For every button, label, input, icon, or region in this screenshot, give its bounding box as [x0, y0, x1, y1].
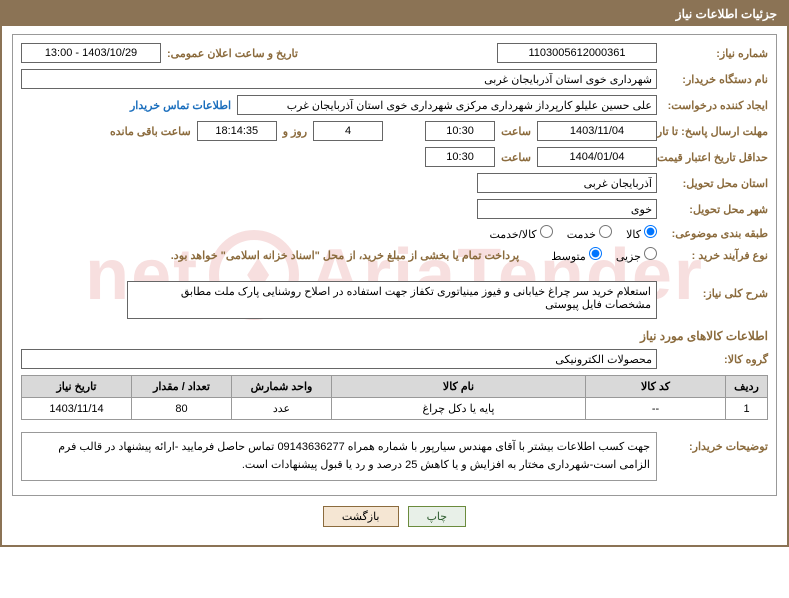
goods-table: ردیفکد کالانام کالاواحد شمارشتعداد / مقد…: [21, 375, 768, 420]
pt-partial-label: جزیی: [616, 251, 641, 263]
page-header: جزئیات اطلاعات نیاز: [2, 2, 787, 26]
table-cell: پایه یا دکل چراغ: [332, 398, 586, 420]
need-summary-field[interactable]: [127, 281, 657, 319]
deadline-label: مهلت ارسال پاسخ: تا تاریخ:: [663, 125, 768, 138]
requester-label: ایجاد کننده درخواست:: [663, 99, 768, 112]
table-header: تاریخ نیاز: [22, 376, 132, 398]
table-cell: 1: [726, 398, 768, 420]
requester-field[interactable]: [237, 95, 657, 115]
announce-field[interactable]: [21, 43, 161, 63]
buyer-org-field[interactable]: [21, 69, 657, 89]
delivery-city-field[interactable]: [477, 199, 657, 219]
validity-time-field[interactable]: [425, 147, 495, 167]
days-label: روز و: [283, 125, 307, 138]
table-header: نام کالا: [332, 376, 586, 398]
cat-service-radio[interactable]: [599, 225, 612, 238]
validity-date-field[interactable]: [537, 147, 657, 167]
goods-section-title: اطلاعات کالاهای مورد نیاز: [21, 329, 768, 343]
cat-service-label: خدمت: [567, 229, 596, 241]
cat-goods-label: کالا: [626, 229, 641, 241]
cat-goods-radio[interactable]: [644, 225, 657, 238]
main-form-fieldset: شماره نیاز: تاریخ و ساعت اعلان عمومی: نا…: [12, 34, 777, 496]
need-summary-label: شرح کلی نیاز:: [663, 281, 768, 300]
announce-label: تاریخ و ساعت اعلان عمومی:: [167, 47, 298, 60]
print-button[interactable]: چاپ: [408, 506, 467, 527]
buyer-notes-label: توضیحات خریدار:: [663, 428, 768, 453]
delivery-province-field[interactable]: [477, 173, 657, 193]
category-radio-group: کالا خدمت کالا/خدمت: [489, 225, 657, 241]
pt-partial-radio[interactable]: [644, 247, 657, 260]
validity-label: حداقل تاریخ اعتبار قیمت: تا تاریخ:: [663, 151, 768, 164]
need-number-field[interactable]: [497, 43, 657, 63]
purchase-type-label: نوع فرآیند خرید :: [663, 249, 768, 262]
table-cell: --: [586, 398, 726, 420]
buyer-notes-text: جهت کسب اطلاعات بیشتر با آقای مهندس سیار…: [28, 439, 650, 474]
table-row: 1--پایه یا دکل چراغعدد801403/11/14: [22, 398, 768, 420]
table-cell: 1403/11/14: [22, 398, 132, 420]
deadline-time-field[interactable]: [425, 121, 495, 141]
deadline-date-field[interactable]: [537, 121, 657, 141]
days-remaining-field[interactable]: [313, 121, 383, 141]
table-header: کد کالا: [586, 376, 726, 398]
buyer-notes-box: جهت کسب اطلاعات بیشتر با آقای مهندس سیار…: [21, 432, 657, 481]
buyer-org-label: نام دستگاه خریدار:: [663, 73, 768, 86]
need-number-label: شماره نیاز:: [663, 47, 768, 60]
buyer-contact-link[interactable]: اطلاعات تماس خریدار: [130, 99, 231, 112]
pt-medium-radio[interactable]: [589, 247, 602, 260]
purchase-note: پرداخت تمام یا بخشی از مبلغ خرید، از محل…: [171, 249, 519, 262]
table-cell: عدد: [232, 398, 332, 420]
time-label-2: ساعت: [501, 151, 531, 164]
time-remaining-field[interactable]: [197, 121, 277, 141]
table-cell: 80: [132, 398, 232, 420]
table-header: ردیف: [726, 376, 768, 398]
table-header: واحد شمارش: [232, 376, 332, 398]
cat-goods-service-label: کالا/خدمت: [489, 229, 536, 241]
back-button[interactable]: بازگشت: [323, 506, 399, 527]
time-label-1: ساعت: [501, 125, 531, 138]
pt-medium-label: متوسط: [551, 251, 586, 263]
table-header: تعداد / مقدار: [132, 376, 232, 398]
purchase-type-radio-group: جزیی متوسط: [551, 247, 657, 263]
delivery-province-label: استان محل تحویل:: [663, 177, 768, 190]
goods-group-label: گروه کالا:: [663, 353, 768, 366]
goods-group-field[interactable]: [21, 349, 657, 369]
remaining-label: ساعت باقی مانده: [110, 125, 191, 138]
cat-goods-service-radio[interactable]: [540, 225, 553, 238]
category-label: طبقه بندی موضوعی:: [663, 227, 768, 240]
delivery-city-label: شهر محل تحویل:: [663, 203, 768, 216]
